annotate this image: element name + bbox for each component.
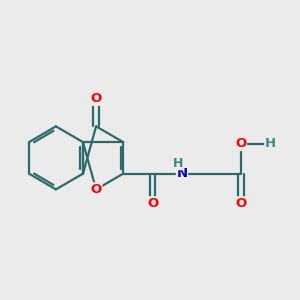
Text: N: N: [176, 167, 188, 180]
Text: H: H: [173, 157, 183, 169]
Text: O: O: [91, 183, 102, 196]
Text: O: O: [91, 92, 102, 105]
Text: H: H: [265, 137, 276, 151]
Text: O: O: [147, 197, 158, 210]
Text: O: O: [235, 197, 247, 210]
Text: O: O: [235, 137, 247, 151]
